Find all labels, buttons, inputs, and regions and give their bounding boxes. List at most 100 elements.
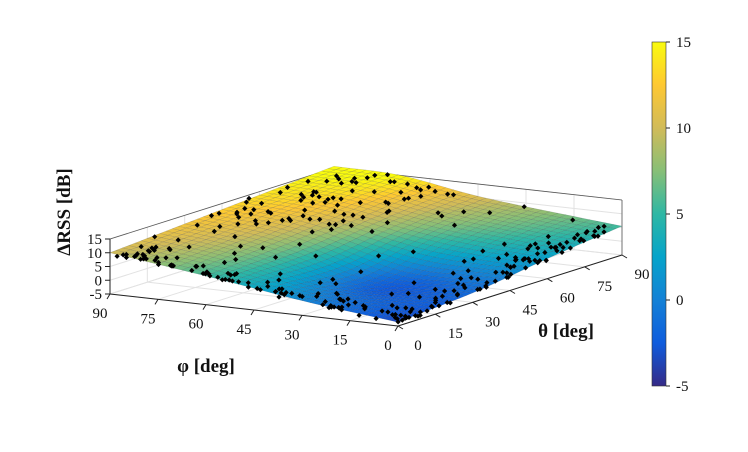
measurement-point <box>360 303 366 309</box>
measurement-point <box>559 249 565 255</box>
measurement-point <box>334 291 341 297</box>
measurement-point <box>322 299 328 305</box>
measurement-point <box>386 208 392 214</box>
measurement-point <box>309 192 315 198</box>
measurement-point <box>350 212 356 218</box>
x-tick-label: 90 <box>93 306 108 322</box>
measurement-point <box>235 221 241 227</box>
measurement-point <box>504 270 510 276</box>
colorbar-ramp <box>651 41 667 387</box>
measurement-point <box>403 305 409 311</box>
measurement-point <box>234 271 240 277</box>
x-tick-label: 0 <box>384 338 392 354</box>
measurement-point <box>418 193 424 199</box>
measurement-point <box>583 230 589 236</box>
measurement-point <box>236 279 242 285</box>
measurement-point <box>313 253 319 259</box>
measurement-point <box>376 253 382 259</box>
measurement-point <box>120 252 126 258</box>
measurement-point <box>166 245 172 252</box>
measurement-point <box>317 280 323 286</box>
measurement-point <box>470 256 476 262</box>
measurement-point <box>340 218 346 224</box>
measurement-point <box>570 217 576 223</box>
measurement-point <box>345 296 351 302</box>
colorbar-tick-label: 5 <box>676 207 684 223</box>
measurement-point <box>387 179 393 185</box>
measurement-point <box>333 281 339 287</box>
measurement-point <box>414 185 420 191</box>
measurement-point <box>251 207 257 213</box>
measurement-point <box>360 214 366 220</box>
x-axis-label: φ [deg] <box>177 356 235 377</box>
measurement-point <box>154 255 160 261</box>
measurement-point <box>333 173 340 179</box>
measurement-point <box>259 200 265 206</box>
measurement-point <box>305 178 311 184</box>
measurement-point <box>174 255 180 261</box>
measurement-point <box>219 277 225 283</box>
measurement-point <box>225 270 231 276</box>
measurement-point <box>389 291 395 297</box>
measurement-point <box>504 262 510 268</box>
measurement-point <box>493 269 499 275</box>
measurement-point <box>349 178 355 185</box>
measurement-point <box>332 208 338 214</box>
surface-mesh <box>109 166 623 323</box>
measurement-point <box>123 251 129 258</box>
measurement-point <box>398 189 404 195</box>
measurement-point <box>399 317 405 323</box>
measurement-point <box>134 251 140 257</box>
measurement-point <box>338 196 344 202</box>
x-tick-label: 75 <box>141 311 156 327</box>
measurement-point <box>410 249 416 255</box>
measurement-point <box>495 255 502 261</box>
measurement-point <box>206 271 212 277</box>
measurement-point <box>265 283 271 289</box>
measurement-point <box>301 194 307 200</box>
measurement-point <box>200 263 206 269</box>
measurement-point <box>333 222 339 228</box>
measurement-point <box>341 211 347 217</box>
measurement-point <box>392 311 398 318</box>
measurement-point <box>217 223 223 230</box>
measurement-point <box>384 209 390 215</box>
y-tick-label: 75 <box>597 279 612 295</box>
measurement-point <box>221 259 228 266</box>
measurement-point <box>505 274 511 280</box>
measurement-point <box>372 172 378 178</box>
measurement-point <box>564 239 570 245</box>
measurement-point <box>527 243 533 249</box>
measurement-point <box>532 241 538 247</box>
measurement-point <box>435 210 441 216</box>
measurement-point <box>543 258 549 264</box>
measurement-point <box>215 274 221 280</box>
measurement-point <box>574 232 581 238</box>
measurement-point <box>276 286 282 292</box>
measurement-point <box>276 277 282 283</box>
measurement-point <box>534 251 541 257</box>
measurement-point <box>484 280 490 286</box>
measurement-point <box>143 256 149 262</box>
measurement-point <box>260 245 266 251</box>
measurement-point <box>338 296 344 303</box>
measurement-point <box>226 277 232 283</box>
measurement-point <box>395 319 401 325</box>
measurement-point <box>268 210 274 216</box>
measurement-point <box>284 184 291 190</box>
measurement-point <box>233 256 239 263</box>
measurement-point <box>468 275 474 281</box>
measurement-point <box>257 287 263 293</box>
measurement-point <box>273 254 279 260</box>
measurement-point <box>145 248 151 254</box>
measurement-point <box>330 276 336 282</box>
measurement-point <box>152 257 158 263</box>
measurement-point <box>338 180 344 186</box>
measurement-point <box>592 233 598 239</box>
measurement-point <box>401 196 407 202</box>
measurement-point <box>277 189 283 196</box>
measurement-point <box>512 257 519 263</box>
measurement-point <box>571 235 578 241</box>
measurement-point <box>328 226 334 233</box>
